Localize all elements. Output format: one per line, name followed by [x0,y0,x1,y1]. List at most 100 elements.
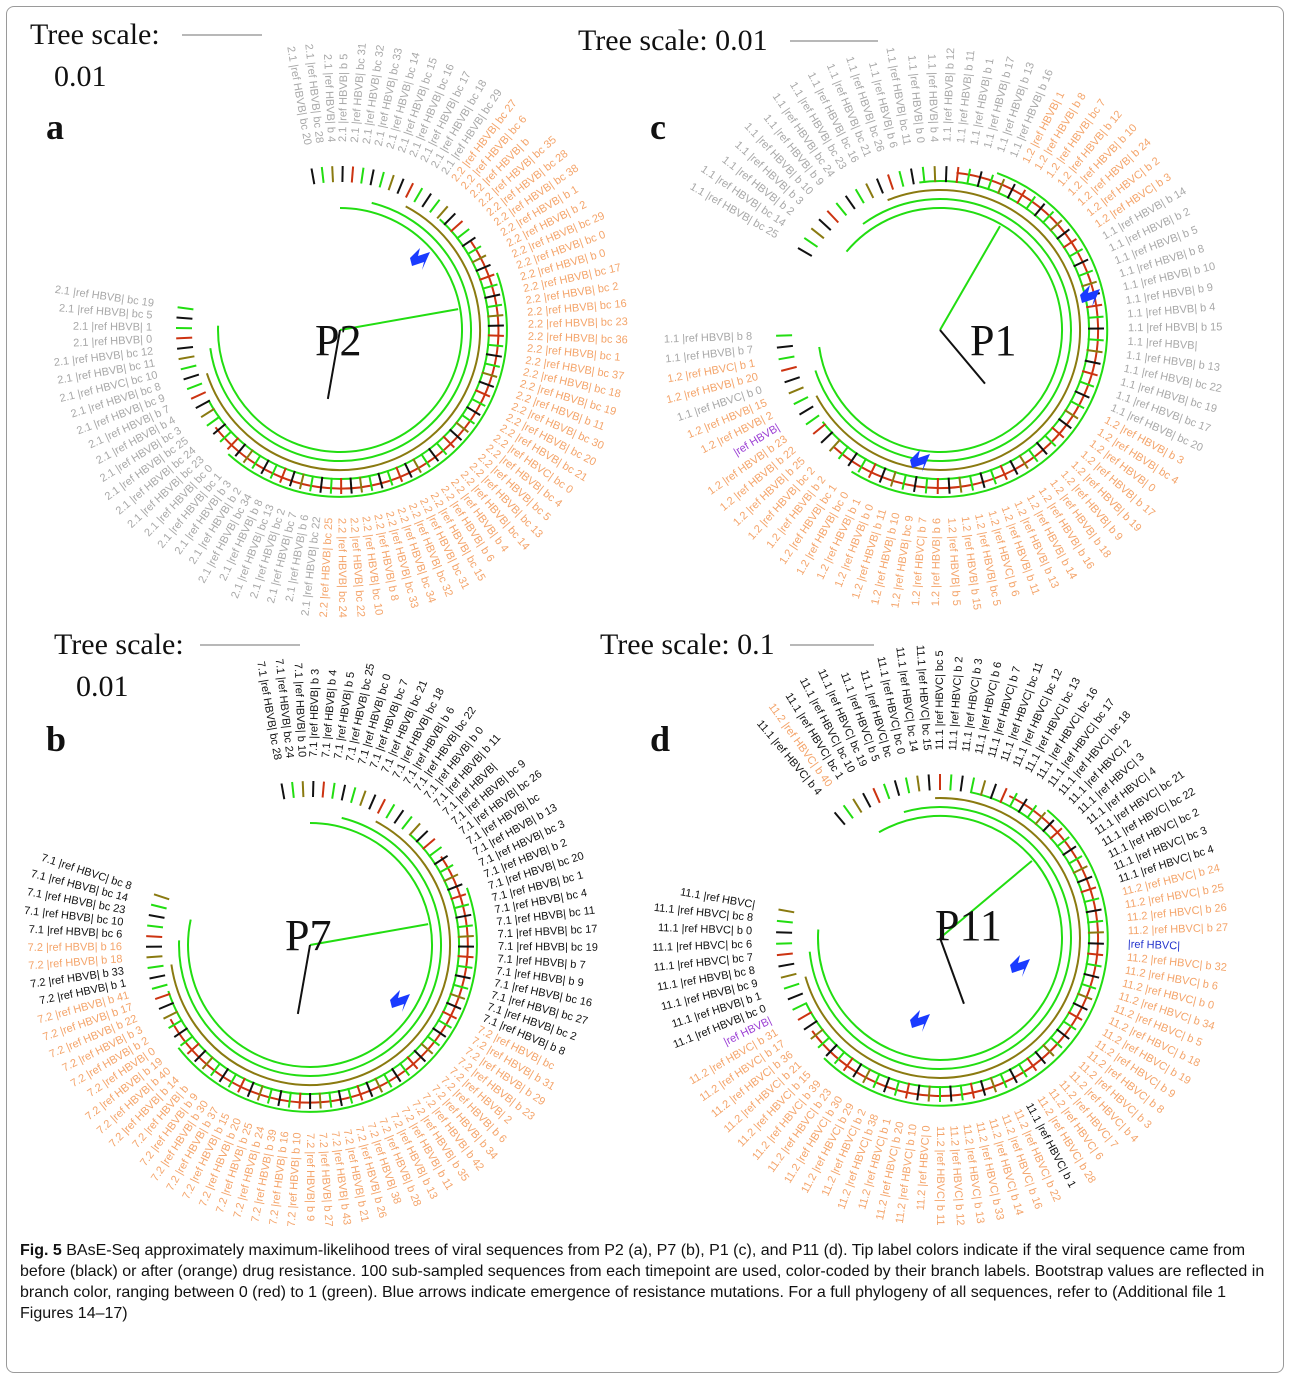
tree-leaf-branch [447,883,463,892]
tree-leaf-branch [455,228,470,240]
tree-leaf-branch [901,473,907,490]
tree-leaf-branch [1027,448,1039,463]
tree-leaf-branch [210,1062,222,1077]
tree-leaf-branch [256,1084,264,1101]
tree-leaf-branch [177,306,194,311]
tree-leaf-branch [436,205,449,220]
tree-leaf-branch [298,473,305,490]
tree-leaf-branch [916,775,921,792]
tree-leaf-branch [212,423,227,435]
tree-leaf-branch [412,458,422,474]
tree-leaf-branch [1084,359,1101,365]
tree-leaf-branch [882,783,891,800]
tree-leaf-branch [872,1072,881,1089]
tree-leaf-branch [457,935,474,938]
tip-label: 1.1 |ref HBVB| b 12 [941,48,957,143]
tree-leaf-branch [242,449,254,464]
tree-leaf-branch [1034,811,1047,826]
tree-leaf-branch [246,1081,255,1098]
tree-leaf-branch [378,171,385,188]
tree-leaf-branch [989,1076,998,1093]
tree-clade-arc [207,218,490,480]
tree-leaf-branch [812,423,827,435]
tree-clade-arc [177,887,478,1113]
tree-clade-arc [187,822,434,1068]
tree-leaf-branch [865,183,875,199]
tree-leaf-branch [347,1087,354,1104]
tree-leaf-branch [193,1049,207,1063]
tip-label: 1.2 |ref HBVB| b 6 [930,518,943,606]
tree-leaf-branch [1055,836,1070,848]
tree-leaf-branch [478,273,495,281]
patient-label: P11 [935,901,1002,950]
tip-label: 11.1 |ref HBVC| bc 6 [652,939,752,954]
tree-panel-a: Tree scale: 0.01 a 2.1 |ref HBVB| bc 20 2… [10,10,630,620]
tree-leaf-branch [218,1067,230,1083]
tree-leaf-branch [487,334,504,337]
tree-leaf-branch [1087,315,1104,319]
tree-leaf-branch [904,1082,911,1099]
tree-leaf-branch [776,344,794,349]
tree-leaf-branch [1056,228,1071,240]
tree-leaf-branch [1042,1043,1055,1057]
tree-leaf-branch [176,346,194,350]
tree-clade-arc [811,795,1099,1097]
tree-leaf-branch [826,210,840,224]
tree-leaf-branch [420,1042,434,1055]
tree-leaf-branch [778,355,795,361]
tree-leaf-branch [784,376,801,384]
tree-clade-arc [178,816,442,1078]
tree-clade-arc [227,272,508,498]
tree-leaf-branch [445,1001,462,1010]
tree-scale-value: 0.01 [76,670,129,703]
tree-leaf-branch [898,170,905,187]
tree-leaf-branch [359,790,367,807]
tree-leaf-branch [176,316,193,320]
tree-leaf-branch [797,1011,813,1021]
tree-leaf-branch [921,166,926,183]
tree-leaf-branch [1018,454,1029,470]
tree-leaf-branch [291,781,295,799]
tree-leaf-branch [331,166,334,183]
tree-leaf-branch [163,1010,179,1020]
tree-leaf-branch [178,355,195,361]
patient-label: P2 [315,316,361,365]
tree-leaf-branch [148,914,165,919]
tree-leaf-branch [288,470,296,487]
tree-leaf-branch [955,166,960,184]
tree-leaf-branch [989,468,997,485]
tree-leaf-branch [298,1092,302,1109]
tree-leaf-branch [226,437,240,450]
tree-leaf-branch [438,864,454,874]
tree-leaf-branch [1008,1068,1018,1084]
tree-leaf-branch [783,982,800,990]
tree-leaf-branch [828,438,842,452]
tree-leaf-branch [778,908,795,914]
tree-leaf-branch [168,1019,183,1029]
tree-leaf-branch [365,1081,374,1098]
tree-leaf-branch [349,477,353,494]
tree-leaf-branch [1064,409,1079,420]
tree-leaf-branch [797,247,813,257]
tree-leaf-branch [887,174,895,190]
tree-clade-arc [850,172,1109,499]
tree-clade-arc [205,205,481,472]
tree-leaf-branch [803,1019,818,1031]
tree-leaf-branch [882,1076,891,1093]
tree-leaf-branch [949,1085,953,1102]
tree-leaf-branch [867,462,877,479]
tree-leaf-branch [433,854,449,866]
tree-clade-arc [167,833,461,1095]
tree-leaf-branch [321,781,325,798]
patient-label: P7 [285,911,331,960]
tree-leaf-branch [1081,370,1098,377]
tree-leaf-branch [387,174,395,191]
tree-scale-value: 0.01 [54,60,107,93]
tree-leaf-branch [875,178,884,194]
tree-leaf-branch [1074,390,1090,399]
caption-figure-number: Fig. 5 [20,1242,62,1259]
tree-leaf-branch [1069,399,1085,410]
tree-leaf-branch [456,924,473,929]
tree-leaf-branch [979,472,986,489]
tree-leaf-branch [329,477,333,494]
